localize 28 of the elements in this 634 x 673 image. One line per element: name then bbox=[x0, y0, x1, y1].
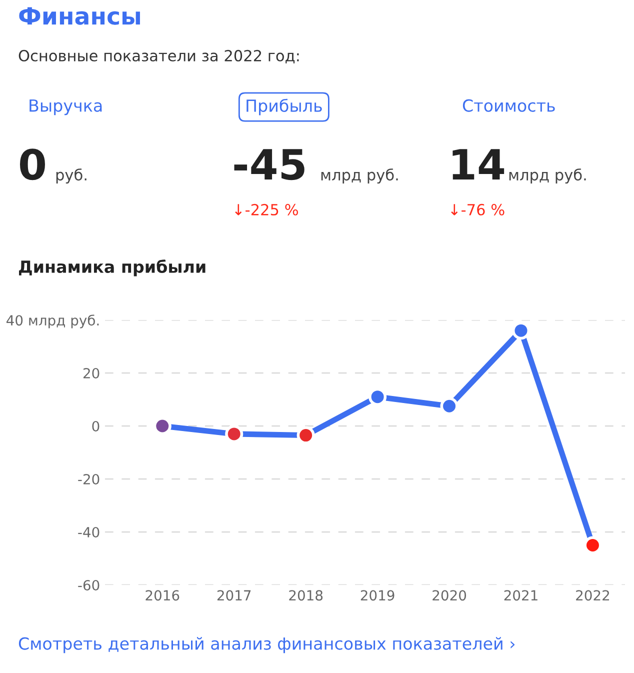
text: Прибыль bbox=[246, 98, 322, 116]
chart-title: Динамика прибыли bbox=[19, 260, 206, 276]
y-tick-label: -20 bbox=[78, 474, 100, 484]
text: Смотреть детальный анализ финансовых показателей › bbox=[18, 637, 515, 654]
x-tick-label: 2022 bbox=[576, 590, 610, 601]
x-tick-label: 2021 bbox=[504, 590, 538, 601]
text: ↓-225 % bbox=[235, 204, 298, 216]
text: Стоимость bbox=[462, 99, 555, 112]
y-tick-label: 0 bbox=[92, 420, 100, 432]
y-tick-label: -60 bbox=[78, 580, 100, 590]
text: млрд руб. bbox=[509, 168, 586, 184]
text: Финансы bbox=[19, 7, 140, 25]
x-tick-label: 2019 bbox=[360, 590, 394, 601]
x-tick-label: 2017 bbox=[217, 590, 251, 601]
y-tick-label: 20 bbox=[83, 368, 100, 378]
text: 0 bbox=[20, 148, 45, 180]
text: Основные показатели за 2022 год: bbox=[18, 50, 299, 64]
text: -45 bbox=[234, 149, 304, 180]
x-tick-label: 2018 bbox=[289, 590, 323, 601]
y-tick-label: -40 bbox=[78, 526, 100, 538]
text: млрд руб. bbox=[321, 168, 398, 184]
text: ↓-76 % bbox=[451, 204, 504, 216]
text: Выручка bbox=[30, 99, 102, 116]
x-tick-label: 2016 bbox=[146, 590, 180, 601]
y-tick-label: 40 млрд руб. bbox=[6, 314, 99, 328]
text: руб. bbox=[56, 168, 86, 184]
x-tick-label: 2020 bbox=[432, 590, 466, 601]
text: 14 bbox=[452, 149, 504, 180]
